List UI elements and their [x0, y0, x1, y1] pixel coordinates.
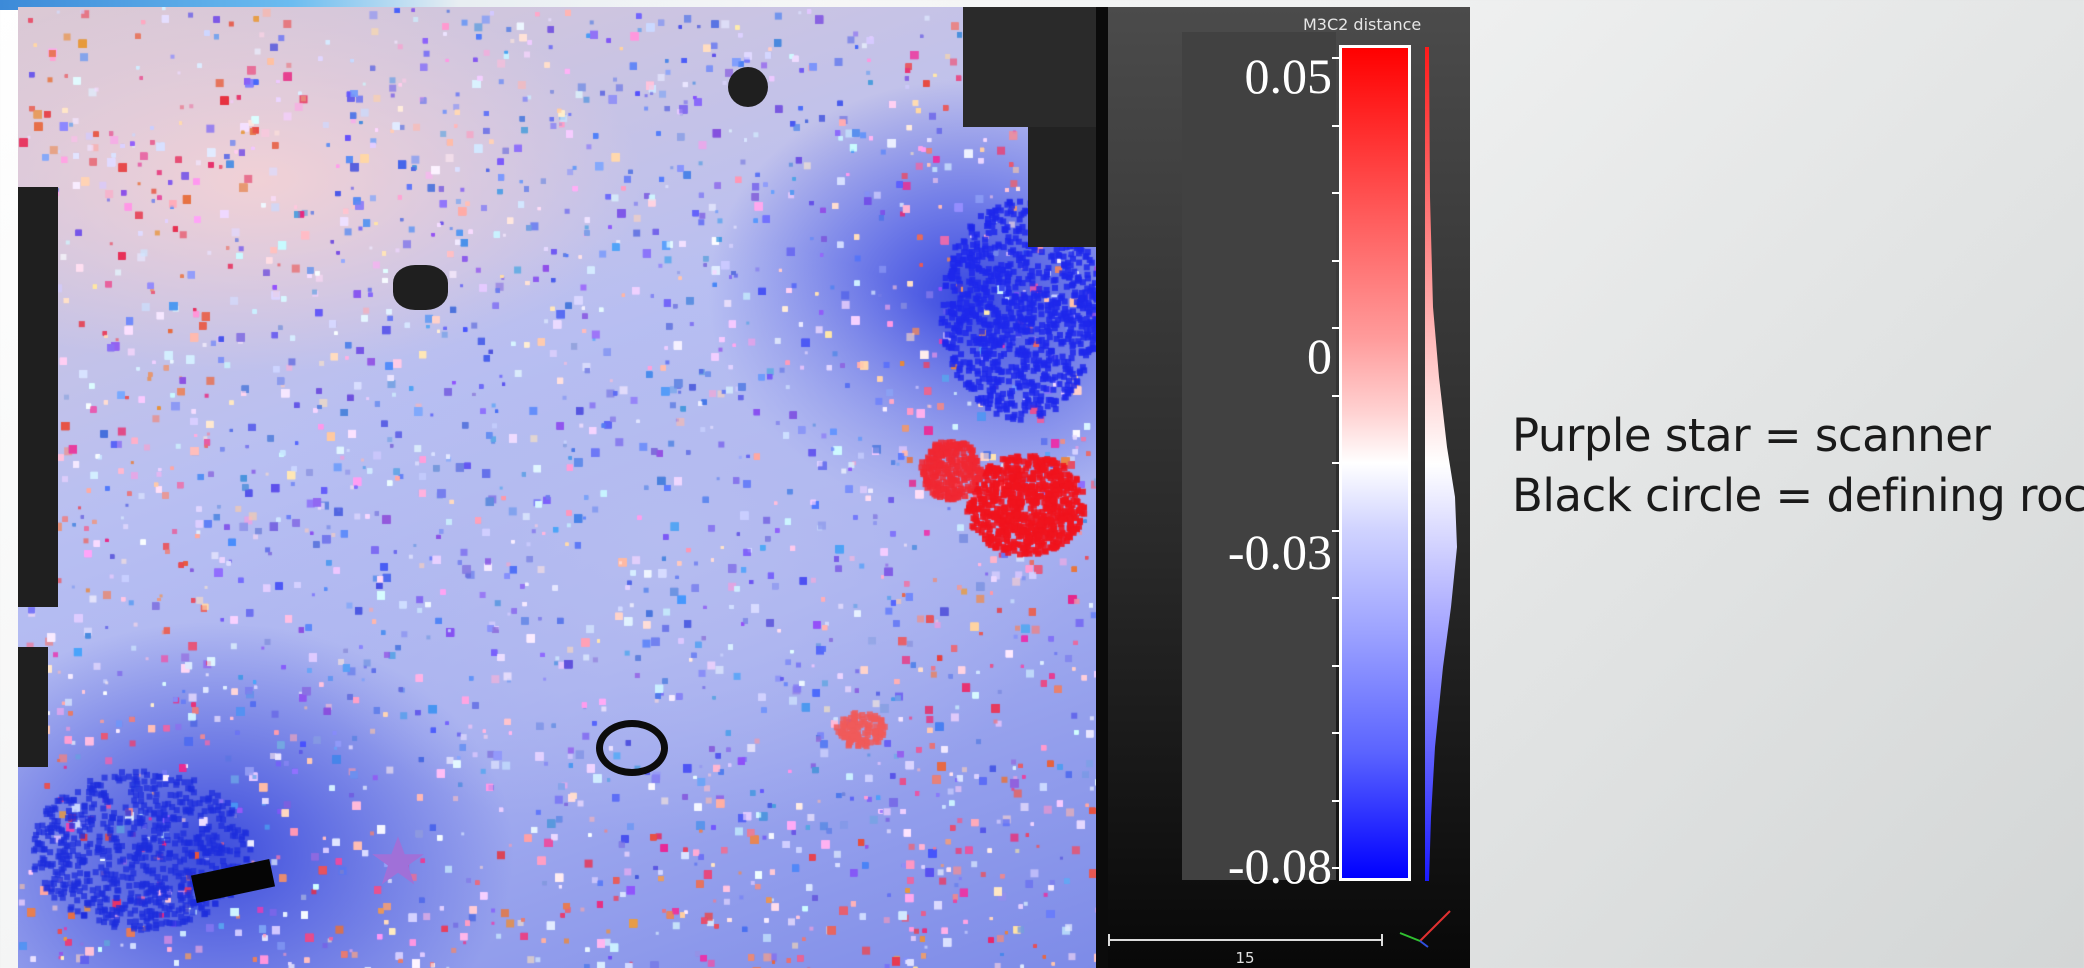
scale-ruler-label: 15	[1235, 949, 1255, 967]
scale-label-zero: 0	[1307, 328, 1332, 384]
scale-tick	[1332, 125, 1340, 127]
caption-scanner-legend: Purple star = scanner	[1512, 409, 1991, 462]
scale-tick	[1332, 732, 1340, 734]
scale-ruler	[1108, 934, 1383, 946]
no-data-region	[393, 265, 448, 310]
no-data-region	[18, 647, 48, 767]
scale-tick	[1332, 597, 1340, 599]
scale-tick	[1332, 260, 1340, 262]
color-scale-label-panel	[1182, 32, 1336, 880]
no-data-region	[1028, 127, 1096, 247]
no-data-region	[728, 67, 768, 107]
scalar-histogram	[1425, 47, 1457, 881]
scale-tick	[1332, 462, 1340, 464]
axis-gizmo-icon	[1398, 903, 1468, 953]
slide-accent-bar	[0, 0, 2084, 10]
color-scale-ticks	[1332, 45, 1342, 881]
scale-tick	[1332, 192, 1340, 194]
scale-label-mid-negative: -0.03	[1227, 524, 1332, 580]
scanner-star-icon	[370, 833, 426, 889]
point-cloud-viewer[interactable]: M3C2 distance 0.05 0 -0.03 -0.08 15	[18, 7, 1470, 968]
m3c2-point-cloud[interactable]	[18, 7, 1096, 968]
point-cloud-noise	[18, 7, 1096, 968]
scale-tick	[1332, 867, 1340, 869]
slide-caption: Purple star = scanner Black circle = def…	[1512, 406, 2084, 526]
scale-tick	[1332, 800, 1340, 802]
scale-label-max: 0.05	[1244, 48, 1333, 104]
color-scale-bar	[1339, 45, 1411, 881]
scale-label-min: -0.08	[1227, 838, 1332, 894]
scale-tick	[1332, 327, 1340, 329]
scalar-field-title: M3C2 distance	[1303, 15, 1422, 34]
caption-rock-legend: Black circle = defining rock	[1512, 469, 2084, 522]
scale-tick	[1332, 665, 1340, 667]
defining-rock-circle	[596, 720, 668, 776]
scale-tick	[1332, 530, 1340, 532]
scale-tick	[1332, 395, 1340, 397]
scale-tick	[1332, 57, 1340, 59]
no-data-region	[963, 7, 1096, 127]
no-data-region	[18, 187, 58, 607]
